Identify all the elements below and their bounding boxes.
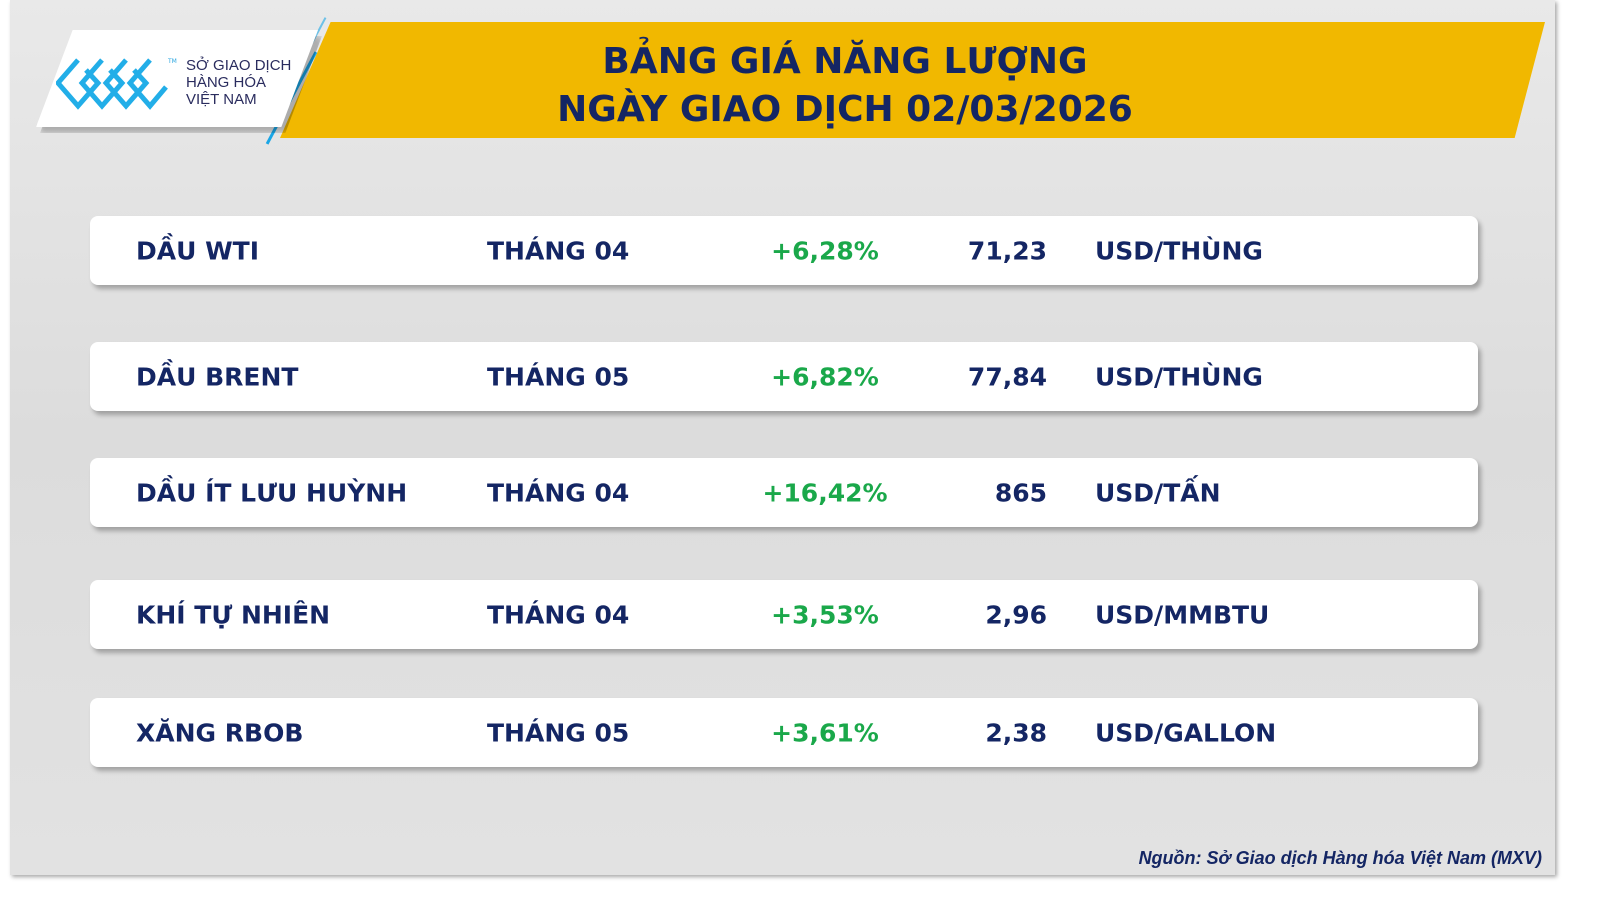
header-band: [280, 22, 1545, 138]
table-row: DẦU ÍT LƯU HUỲNH THÁNG 04 +16,42% 865 USD/TẤ…: [90, 458, 1478, 527]
logo-line: VIỆT NAM: [186, 91, 257, 108]
table-row: DẦU WTI THÁNG 04 +6,28% 71,23 USD/THÙNG: [90, 216, 1478, 285]
contract-month: THÁNG 04: [487, 600, 630, 629]
percent-change: +3,53%: [771, 600, 879, 629]
unit: USD/TẤN: [1095, 478, 1221, 507]
commodity-name: DẦU WTI: [136, 236, 260, 265]
price: 71,23: [967, 236, 1047, 265]
logo-text: SỞ GIAO DỊCH HÀNG HÓA VIỆT NAM: [186, 57, 291, 108]
source-note: Nguồn: Sở Giao dịch Hàng hóa Việt Nam (M…: [1138, 848, 1542, 868]
percent-change: +3,61%: [771, 718, 879, 747]
percent-change: +6,28%: [771, 236, 879, 265]
commodity-name: DẦU BRENT: [136, 362, 299, 391]
table-row: KHÍ TỰ NHIÊN THÁNG 04 +3,53% 2,96 USD/MMBTU: [90, 580, 1478, 649]
unit: USD/THÙNG: [1095, 362, 1263, 391]
commodity-name: XĂNG RBOB: [136, 718, 304, 747]
contract-month: THÁNG 05: [487, 718, 630, 747]
unit: USD/THÙNG: [1095, 236, 1263, 265]
unit: USD/GALLON: [1095, 718, 1277, 747]
logo-line: SỞ GIAO DỊCH: [186, 57, 292, 74]
price: 2,38: [985, 718, 1047, 747]
table-row: DẦU BRENT THÁNG 05 +6,82% 77,84 USD/THÙNG: [90, 342, 1478, 411]
commodity-name: DẦU ÍT LƯU HUỲNH: [136, 478, 408, 507]
contract-month: THÁNG 04: [487, 236, 630, 265]
price: 2,96: [985, 600, 1047, 629]
percent-change: +6,82%: [771, 362, 879, 391]
price: 77,84: [967, 362, 1047, 391]
commodity-name: KHÍ TỰ NHIÊN: [136, 600, 331, 629]
trademark: TM: [168, 58, 177, 65]
table-row: XĂNG RBOB THÁNG 05 +3,61% 2,38 USD/GALLON: [90, 698, 1478, 767]
page-title: BẢNG GIÁ NĂNG LƯỢNG NGÀY GIAO DỊCH 02/03…: [310, 38, 1380, 134]
unit: USD/MMBTU: [1095, 600, 1270, 629]
percent-change: +16,42%: [762, 478, 888, 507]
title-line-1: BẢNG GIÁ NĂNG LƯỢNG: [602, 41, 1088, 82]
title-line-2: NGÀY GIAO DỊCH 02/03/2026: [557, 89, 1133, 130]
contract-month: THÁNG 05: [487, 362, 630, 391]
mxv-logo-mark-icon: [56, 58, 168, 110]
logo-line: HÀNG HÓA: [186, 74, 267, 91]
contract-month: THÁNG 04: [487, 478, 630, 507]
price: 865: [994, 478, 1047, 507]
